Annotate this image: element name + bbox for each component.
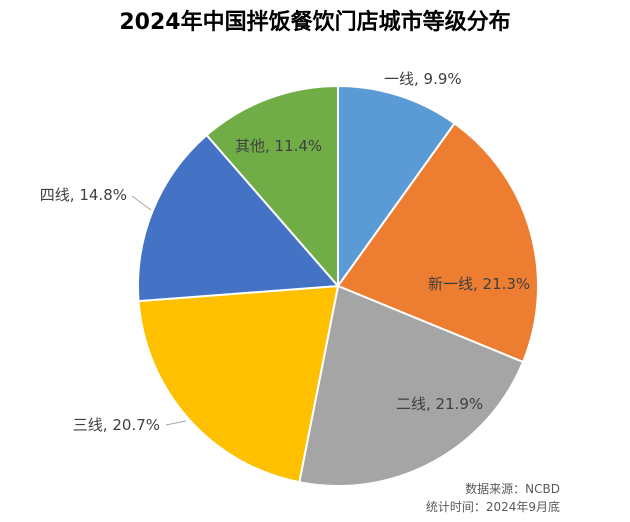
leader-line-5	[131, 195, 152, 211]
pie-slice-2	[336, 122, 539, 364]
pie-slice-1	[337, 84, 456, 290]
slice-label-6: 其他, 11.4%	[235, 137, 322, 155]
chart-title: 2024年中国拌饭餐饮门店城市等级分布	[119, 10, 511, 35]
pie-slice-3	[298, 284, 525, 487]
data-source-note: 数据来源：NCBD	[465, 482, 560, 496]
leader-line-4	[165, 420, 187, 426]
slice-label-4: 三线, 20.7%	[73, 416, 160, 434]
pie-slice-6	[205, 84, 339, 289]
slice-label-1: 一线, 9.9%	[384, 70, 462, 88]
slice-label-2: 新一线, 21.3%	[428, 275, 530, 293]
slice-label-5: 四线, 14.8%	[40, 186, 127, 204]
slice-label-3: 二线, 21.9%	[396, 395, 483, 413]
statistics-time-note: 统计时间：2024年9月底	[425, 500, 560, 514]
pie-slice-4	[137, 284, 340, 484]
pie-slice-5	[137, 133, 341, 303]
